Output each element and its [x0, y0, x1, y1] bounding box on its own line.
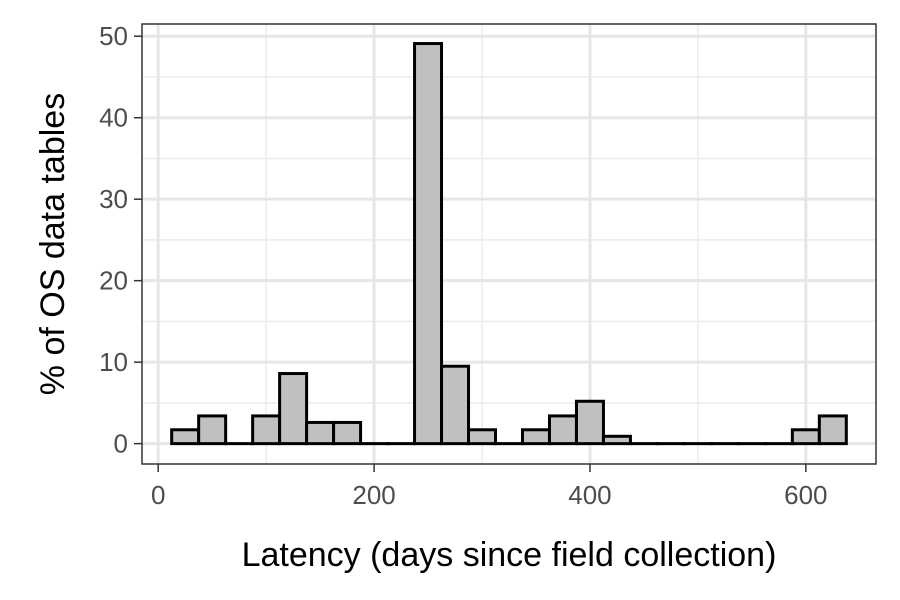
y-tick-label: 20: [99, 266, 128, 296]
y-axis-title: % of OS data tables: [34, 93, 72, 395]
histogram-bar: [817, 414, 848, 446]
bars-layer: [170, 42, 848, 446]
x-axis-title: Latency (days since field collection): [242, 536, 777, 574]
y-tick-label: 50: [99, 21, 128, 51]
histogram-bar: [467, 428, 498, 446]
y-axis-ticks: 0 10 20 30 40 50: [99, 21, 142, 459]
x-tick-label: 200: [352, 480, 395, 510]
histogram-bar: [332, 420, 363, 446]
histogram-bar: [251, 414, 282, 446]
histogram-bar: [413, 42, 444, 446]
y-tick-label: 0: [114, 429, 128, 459]
histogram-bar: [520, 428, 551, 446]
y-tick-label: 30: [99, 184, 128, 214]
x-tick-label: 600: [784, 480, 827, 510]
x-tick-label: 400: [568, 480, 611, 510]
histogram-bar: [601, 434, 632, 446]
x-axis-ticks: 0 200 400 600: [151, 464, 828, 510]
histogram-bar: [278, 372, 309, 446]
histogram-bar: [170, 428, 201, 446]
y-tick-label: 10: [99, 347, 128, 377]
histogram-bar: [574, 399, 605, 446]
histogram-bar: [305, 420, 336, 446]
histogram-bar: [547, 414, 578, 446]
x-tick-label: 0: [151, 480, 165, 510]
panel-border: [141, 23, 877, 465]
histogram-bar: [197, 414, 228, 446]
grid-lines: [142, 24, 876, 464]
histogram-bar: [790, 428, 821, 446]
histogram-bar: [440, 364, 471, 446]
y-tick-label: 40: [99, 103, 128, 133]
